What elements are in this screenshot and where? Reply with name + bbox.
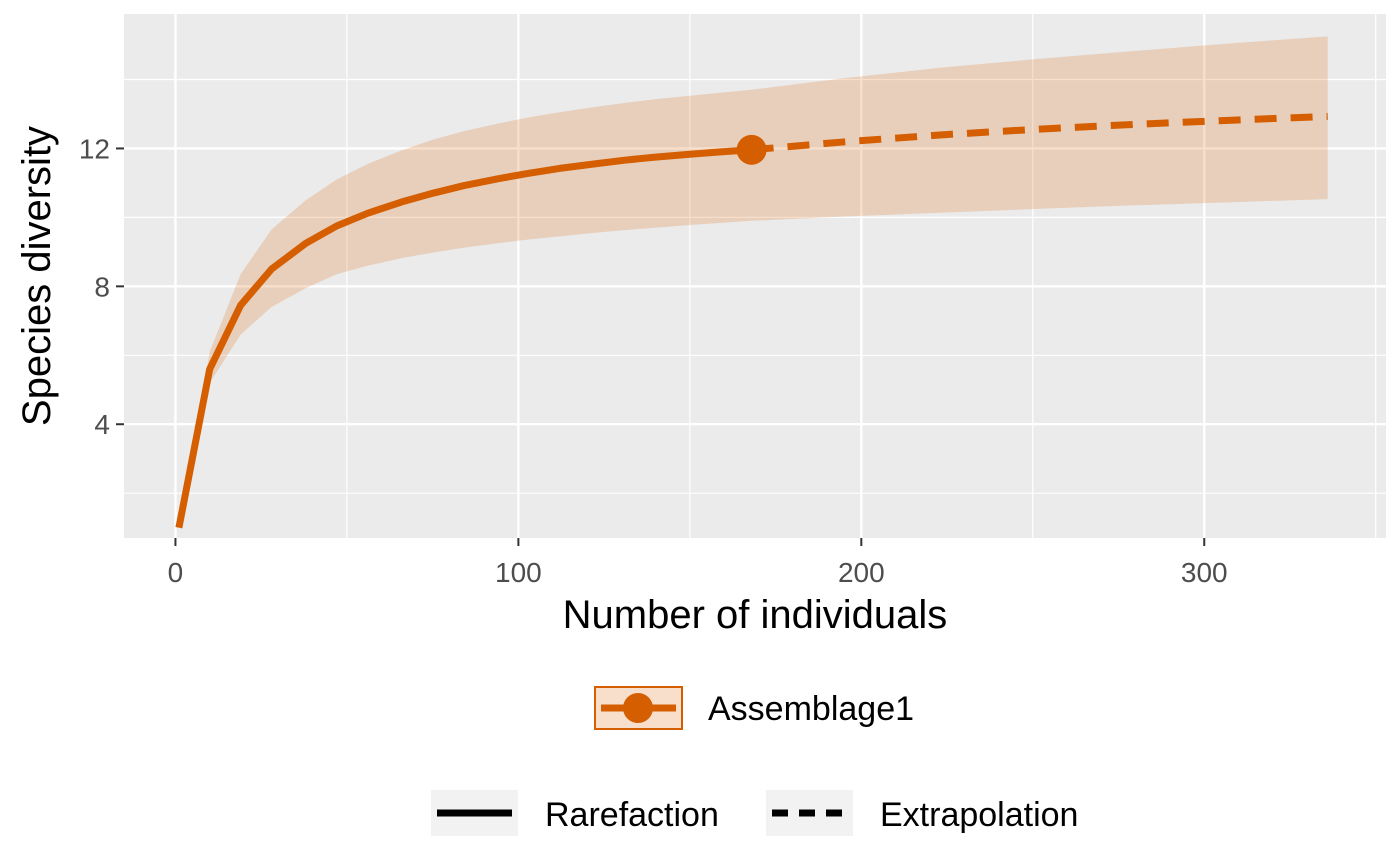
x-tick-label: 100 — [495, 557, 542, 588]
y-axis-title: Species diversity — [15, 126, 59, 426]
rarefaction-line — [175, 146, 752, 529]
ribbon-area — [178, 36, 1328, 528]
legend-rarefaction-label: Rarefaction — [545, 796, 719, 834]
extrapolation-line — [751, 112, 1328, 154]
grid-minor — [124, 14, 1386, 538]
y-tick-label: 8 — [94, 271, 110, 302]
legend-assemblage: Assemblage1 — [594, 686, 914, 730]
x-tick-label: 300 — [1181, 557, 1228, 588]
y-tick-label: 12 — [79, 133, 110, 164]
x-tick-label: 0 — [168, 557, 184, 588]
x-tick-labels: 0 100 200 300 — [168, 557, 1228, 588]
legend-assemblage-point — [623, 693, 653, 723]
plot-panel — [124, 14, 1386, 538]
y-tick-label: 4 — [94, 409, 110, 440]
x-axis-title: Number of individuals — [563, 593, 948, 637]
legend-assemblage-label: Assemblage1 — [708, 690, 914, 728]
confidence-ribbon — [178, 36, 1328, 528]
y-tick-labels: 4 8 12 — [79, 133, 110, 440]
legend-linetype: Rarefaction Extrapolation — [431, 790, 1078, 836]
axis-ticks — [116, 147, 1206, 546]
x-tick-label: 200 — [838, 557, 885, 588]
reference-point — [736, 134, 767, 165]
legend-extrapolation-label: Extrapolation — [880, 796, 1078, 834]
series-lines — [175, 112, 1328, 529]
